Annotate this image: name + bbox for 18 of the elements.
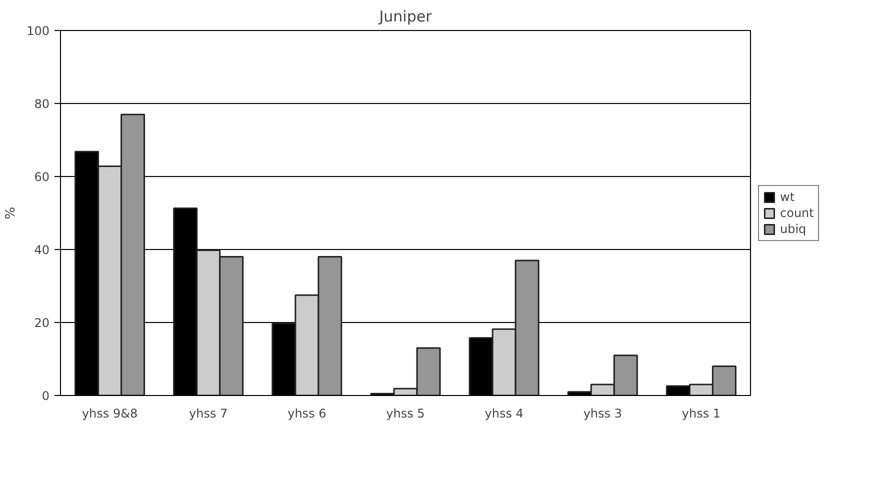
x-tick-label: yhss 4 xyxy=(484,406,524,420)
x-tick-label: yhss 5 xyxy=(386,406,425,420)
legend-label: ubiq xyxy=(780,222,806,236)
x-tick-label: yhss 9&8 xyxy=(82,406,138,420)
x-tick-label: yhss 6 xyxy=(288,406,326,420)
chart-title: Juniper xyxy=(378,8,433,26)
y-tick-label: 40 xyxy=(34,243,50,257)
legend-label: count xyxy=(780,206,814,220)
y-tick-label: 80 xyxy=(34,97,50,111)
y-tick-label: 60 xyxy=(34,170,50,184)
x-tick-label: yhss 3 xyxy=(583,406,622,420)
y-tick-label: 100 xyxy=(26,24,50,38)
y-axis-title: % xyxy=(4,206,19,220)
y-tick-label: 20 xyxy=(34,316,50,330)
x-tick-label: yhss 1 xyxy=(682,406,721,420)
x-tick-label: yhss 7 xyxy=(189,406,228,420)
y-tick-label: 0 xyxy=(42,389,50,403)
legend-label: wt xyxy=(780,190,796,204)
